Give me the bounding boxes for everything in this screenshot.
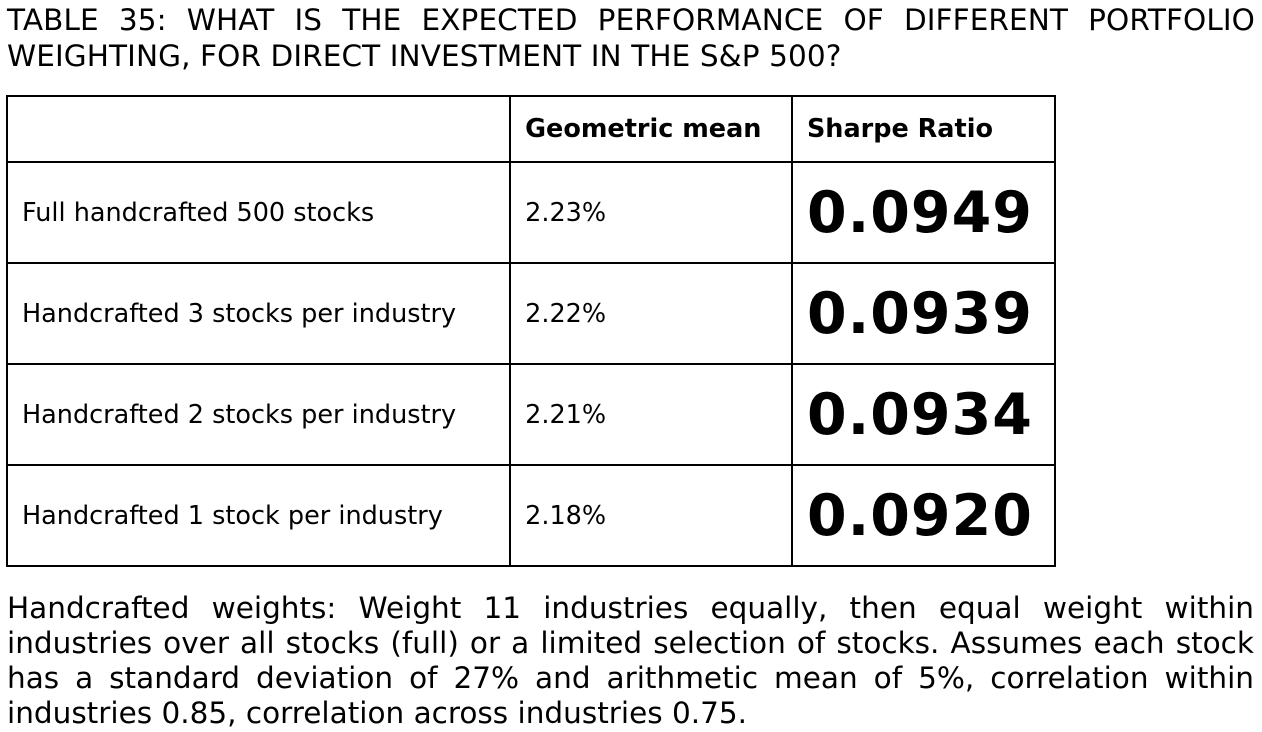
geometric-mean-value: 2.23%	[509, 161, 793, 264]
sharpe-ratio-value: 0.0920	[790, 464, 1057, 567]
table-row: Handcrafted 2 stocks per industry 2.21% …	[5, 363, 1057, 466]
table-footnote: Handcrafted weights: Weight 11 industrie…	[7, 591, 1254, 730]
geometric-mean-value: 2.21%	[509, 363, 793, 466]
sharpe-ratio-value: 0.0934	[790, 363, 1057, 466]
row-label: Handcrafted 2 stocks per industry	[5, 363, 512, 466]
table-row: Handcrafted 1 stock per industry 2.18% 0…	[5, 464, 1057, 567]
sharpe-ratio-value: 0.0939	[790, 262, 1057, 365]
geometric-mean-value: 2.18%	[509, 464, 793, 567]
table-header-row: Geometric mean Sharpe Ratio	[5, 95, 1057, 163]
table-row: Handcrafted 3 stocks per industry 2.22% …	[5, 262, 1057, 365]
page-title: TABLE 35: WHAT IS THE EXPECTED PERFORMAN…	[7, 3, 1255, 73]
table-row: Full handcrafted 500 stocks 2.23% 0.0949	[5, 161, 1057, 264]
sharpe-ratio-value: 0.0949	[790, 161, 1057, 264]
row-label: Handcrafted 3 stocks per industry	[5, 262, 512, 365]
header-sharpe-ratio: Sharpe Ratio	[790, 95, 1057, 163]
performance-table: Geometric mean Sharpe Ratio Full handcra…	[5, 95, 1057, 567]
geometric-mean-value: 2.22%	[509, 262, 793, 365]
header-portfolio	[5, 95, 512, 163]
row-label: Handcrafted 1 stock per industry	[5, 464, 512, 567]
header-geometric-mean: Geometric mean	[509, 95, 793, 163]
row-label: Full handcrafted 500 stocks	[5, 161, 512, 264]
